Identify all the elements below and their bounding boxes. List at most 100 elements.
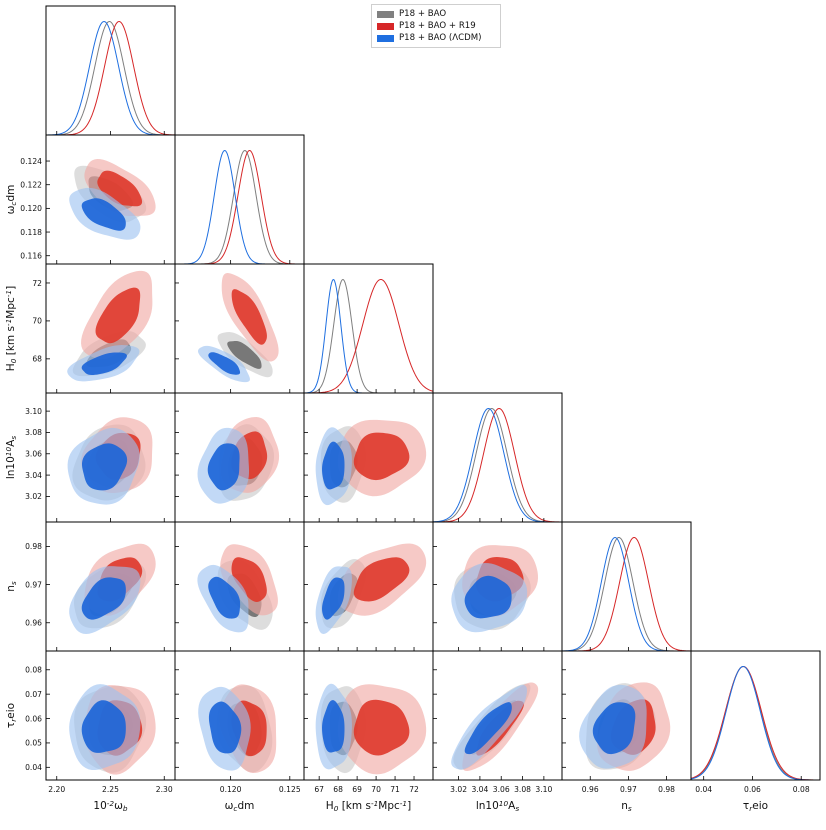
confidence-contour-68-1 <box>353 432 410 481</box>
panel-content <box>69 684 156 775</box>
y-tick-label: 3.02 <box>25 492 42 501</box>
y-axis-label: ωcdm <box>5 185 18 215</box>
panel-content <box>198 684 277 773</box>
y-tick-label: 0.120 <box>20 204 42 213</box>
y-tick-label: 0.122 <box>20 181 42 190</box>
panel-content <box>691 665 820 780</box>
y-tick-label: 0.116 <box>20 252 42 261</box>
label-segment: 0 <box>334 804 339 813</box>
y-tick-label: 3.04 <box>25 471 42 480</box>
y-tick-label: 3.06 <box>25 450 42 459</box>
panel-frame <box>174 134 305 265</box>
label-segment: dm <box>5 185 17 202</box>
label-segment: Mpc <box>378 800 400 812</box>
diagonal-panel <box>690 650 821 781</box>
panel-frame <box>45 5 176 136</box>
x-tick-label: 0.06 <box>744 785 761 794</box>
label-segment: -2 <box>107 799 115 808</box>
x-tick-label: 2.30 <box>156 785 173 794</box>
panel-content <box>175 149 304 264</box>
y-tick-label: 0.05 <box>25 739 42 748</box>
y-tick-label: 72 <box>32 279 42 288</box>
label-segment: s <box>9 581 18 585</box>
confidence-contour-68-2 <box>208 701 242 754</box>
panel-content <box>451 545 538 633</box>
panel-content <box>315 543 427 634</box>
contour-panel <box>45 521 176 652</box>
confidence-contour-68-2 <box>81 577 126 620</box>
y-tick-label: 3.10 <box>25 407 42 416</box>
y-tick-label: 0.96 <box>25 619 42 628</box>
legend: P18 + BAO P18 + BAO + R19 P18 + BAO (ΛCD… <box>371 4 501 48</box>
posterior-curve-1 <box>46 20 175 135</box>
label-segment: n <box>5 585 17 592</box>
confidence-contour-68-1 <box>353 699 410 756</box>
confidence-contour-68-0 <box>227 340 262 369</box>
x-axis-label: ns <box>621 800 632 813</box>
contour-panel <box>174 521 305 652</box>
posterior-curve-1 <box>304 278 433 393</box>
panel-content <box>315 683 427 775</box>
y-tick-label: 0.118 <box>20 228 42 237</box>
confidence-contour-68-1 <box>231 557 267 602</box>
contour-panel <box>303 392 434 523</box>
label-segment: b <box>123 804 128 813</box>
contour-panel <box>45 134 176 265</box>
y-axis-label: τreio <box>5 703 18 728</box>
confidence-contour-68-1 <box>95 287 141 344</box>
panel-content <box>433 407 562 522</box>
panel-content <box>315 419 427 506</box>
label-segment: H <box>5 363 17 371</box>
y-tick-label: 68 <box>32 355 42 364</box>
x-tick-label: 3.02 <box>450 785 467 794</box>
diagonal-panel <box>303 263 434 394</box>
posterior-curve-1 <box>175 150 304 264</box>
panel-frame <box>303 263 434 394</box>
x-tick-label: 70 <box>371 785 381 794</box>
contour-panel <box>45 263 176 394</box>
diagonal-panel <box>561 521 692 652</box>
contour-panel <box>303 650 434 781</box>
panel-content <box>197 544 278 633</box>
panel-frame <box>432 392 563 523</box>
posterior-curve-0 <box>46 20 175 135</box>
label-segment: -1 <box>371 799 378 808</box>
y-tick-label: 0.04 <box>25 763 42 772</box>
diagonal-panel <box>432 392 563 523</box>
x-tick-label: 0.08 <box>793 785 810 794</box>
panel-content <box>197 273 279 383</box>
contour-panel <box>432 521 563 652</box>
legend-label: P18 + BAO + R19 <box>399 21 476 31</box>
y-tick-label: 0.07 <box>25 690 42 699</box>
panel-content <box>69 159 156 240</box>
label-segment: [km s <box>338 800 371 812</box>
label-segment: ω <box>5 205 17 214</box>
confidence-contour-68-2 <box>464 702 512 755</box>
label-segment: 10 <box>93 800 106 812</box>
contour-panel <box>174 650 305 781</box>
posterior-curve-0 <box>175 150 304 264</box>
label-segment: ] <box>5 286 17 290</box>
panel-content <box>562 536 691 651</box>
label-segment: -1 <box>4 290 13 297</box>
panel-frame <box>561 521 692 652</box>
y-axis-label: H0 [km s-1Mpc-1] <box>4 286 18 371</box>
x-tick-label: 0.120 <box>220 785 242 794</box>
confidence-contour-68-2 <box>208 352 241 375</box>
x-axis-label: 10-2ωb <box>93 799 128 813</box>
y-tick-label: 0.97 <box>25 580 42 589</box>
label-segment: r <box>749 804 753 813</box>
label-segment: ω <box>225 800 234 812</box>
contour-panel <box>45 392 176 523</box>
label-segment: ω <box>114 800 123 812</box>
label-segment: 10 <box>4 447 13 457</box>
label-segment: Mpc <box>5 297 17 319</box>
x-tick-label: 3.08 <box>514 785 531 794</box>
x-axis-label: ln1010As <box>476 799 519 813</box>
label-segment: A <box>508 800 516 812</box>
label-segment: c <box>9 202 18 206</box>
contour-panel <box>561 650 692 781</box>
y-tick-label: 70 <box>32 317 42 326</box>
legend-label: P18 + BAO (ΛCDM) <box>399 33 482 43</box>
